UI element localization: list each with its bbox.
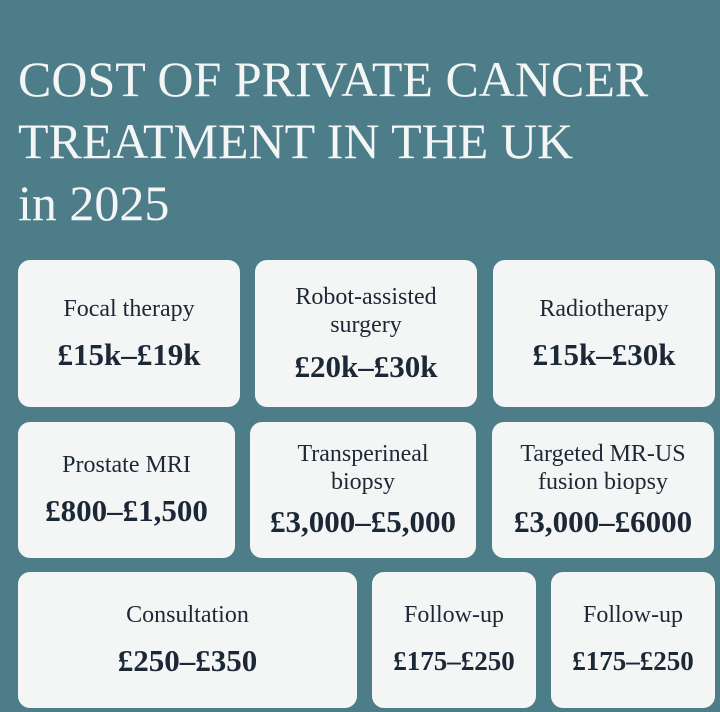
title-line: COST OF PRIVATE CANCER (18, 51, 649, 107)
card-label: Follow-up (582, 602, 683, 628)
card-label: Consultation (126, 602, 249, 628)
card-price: £3,000–£6000 (513, 504, 693, 539)
card-label: Radiotherapy (539, 295, 669, 322)
title: COST OF PRIVATE CANCER TREATMENT IN THE … (18, 48, 720, 234)
title-line: TREATMENT IN THE UK (18, 113, 574, 169)
card-price: £3,000–£5,000 (270, 504, 456, 539)
card-label: Transperineal biopsy (297, 441, 429, 495)
card-price: £15k–£19k (57, 336, 201, 372)
card-price: £20k–£30k (294, 348, 438, 384)
cost-card: Transperineal biopsy £3,000–£5,000 (250, 422, 476, 558)
card-price: £175–£250 (393, 646, 515, 676)
title-line: in 2025 (18, 175, 170, 231)
card-price: £15k–£30k (532, 336, 676, 372)
cost-card: Consultation £250–£350 (18, 572, 357, 708)
cost-card: Follow-up £175–£250 (372, 572, 536, 708)
cost-card: Radiotherapy £15k–£30k (493, 260, 715, 407)
cost-card: Focal therapy £15k–£19k (18, 260, 240, 407)
card-label: Follow-up (403, 602, 504, 628)
card-label: Robot-assisted surgery (295, 283, 437, 338)
cost-card: Follow-up £175–£250 (551, 572, 715, 708)
card-label: Focal therapy (63, 295, 195, 322)
card-price: £800–£1,500 (45, 493, 208, 528)
card-price: £250–£350 (117, 643, 258, 678)
cost-card: Targeted MR-US fusion biopsy £3,000–£600… (492, 422, 714, 558)
card-label: Prostate MRI (62, 452, 191, 478)
cost-card: Robot-assisted surgery £20k–£30k (255, 260, 477, 407)
cost-card: Prostate MRI £800–£1,500 (18, 422, 235, 558)
card-label: Targeted MR-US fusion biopsy (520, 441, 686, 495)
card-price: £175–£250 (572, 646, 694, 676)
